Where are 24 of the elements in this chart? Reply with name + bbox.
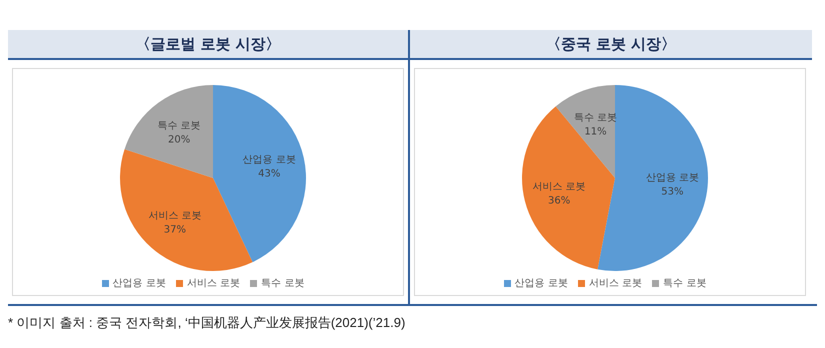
legend-label: 산업용 로봇 [112, 278, 166, 289]
data-label: 36% [548, 195, 570, 206]
data-label: 11% [584, 126, 607, 138]
legend-label: 특수 로봇 [261, 278, 304, 289]
legend-label: 산업용 로봇 [514, 278, 568, 289]
legend-label: 특수 로봇 [663, 278, 706, 289]
pie-slice [124, 85, 213, 178]
slice-label: 서비스 로봇 [148, 210, 202, 222]
slice-label: 산업용 로봇 [242, 154, 296, 166]
data-label: 37% [164, 224, 186, 236]
data-label: 53% [661, 186, 684, 198]
pie-slice [556, 85, 615, 178]
data-label: 20% [168, 134, 190, 146]
slice-label: 특수 로봇 [158, 120, 201, 132]
pie-slice [522, 106, 615, 270]
text: * 이미지 출처 : 중국 전자학회, ‘中国机器人产业发展报告(2021)(’21.9) [8, 314, 406, 332]
pie-slice [213, 85, 306, 262]
legend-label: 서비스 로봇 [186, 278, 240, 289]
slice-label: 산업용 로봇 [646, 172, 699, 184]
slice-label: 서비스 로봇 [532, 181, 586, 192]
data-label: 43% [258, 168, 280, 180]
chart-title: 〈글로벌 로봇 시장〉 [8, 30, 408, 60]
legend-label: 서비스 로봇 [588, 278, 642, 289]
chart-title: 〈중국 로봇 시장〉 [410, 30, 812, 60]
